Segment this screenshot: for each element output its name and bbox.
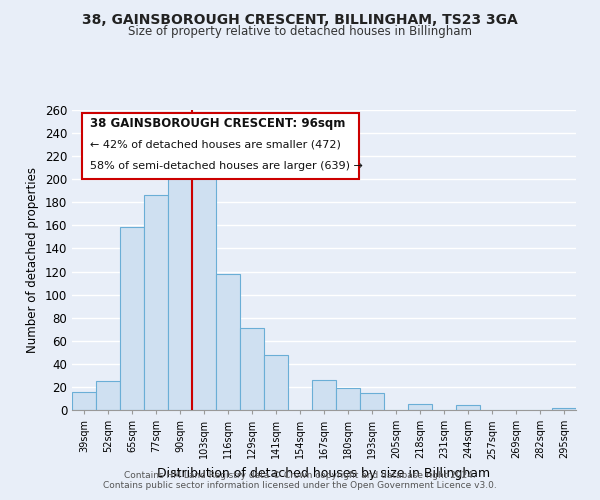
Bar [120, 226, 144, 410]
Bar [336, 388, 360, 410]
Bar [96, 381, 120, 410]
Text: 38 GAINSBOROUGH CRESCENT: 96sqm: 38 GAINSBOROUGH CRESCENT: 96sqm [89, 118, 345, 130]
Bar [144, 196, 168, 410]
Text: 38, GAINSBOROUGH CRESCENT, BILLINGHAM, TS23 3GA: 38, GAINSBOROUGH CRESCENT, BILLINGHAM, T… [82, 12, 518, 26]
Bar [240, 328, 264, 410]
Bar [408, 404, 432, 410]
Bar [312, 380, 336, 410]
Bar [360, 392, 384, 410]
X-axis label: Distribution of detached houses by size in Billingham: Distribution of detached houses by size … [157, 467, 491, 480]
Bar [456, 406, 480, 410]
Text: Contains public sector information licensed under the Open Government Licence v3: Contains public sector information licen… [103, 481, 497, 490]
Y-axis label: Number of detached properties: Number of detached properties [26, 167, 39, 353]
Bar [168, 168, 192, 410]
Text: ← 42% of detached houses are smaller (472): ← 42% of detached houses are smaller (47… [89, 139, 341, 149]
Text: Size of property relative to detached houses in Billingham: Size of property relative to detached ho… [128, 25, 472, 38]
FancyBboxPatch shape [82, 113, 359, 179]
Bar [72, 392, 96, 410]
Bar [264, 354, 288, 410]
Text: Contains HM Land Registry data © Crown copyright and database right 2024.: Contains HM Land Registry data © Crown c… [124, 471, 476, 480]
Text: 58% of semi-detached houses are larger (639) →: 58% of semi-detached houses are larger (… [89, 160, 362, 170]
Bar [216, 274, 240, 410]
Bar [552, 408, 576, 410]
Bar [192, 162, 216, 410]
